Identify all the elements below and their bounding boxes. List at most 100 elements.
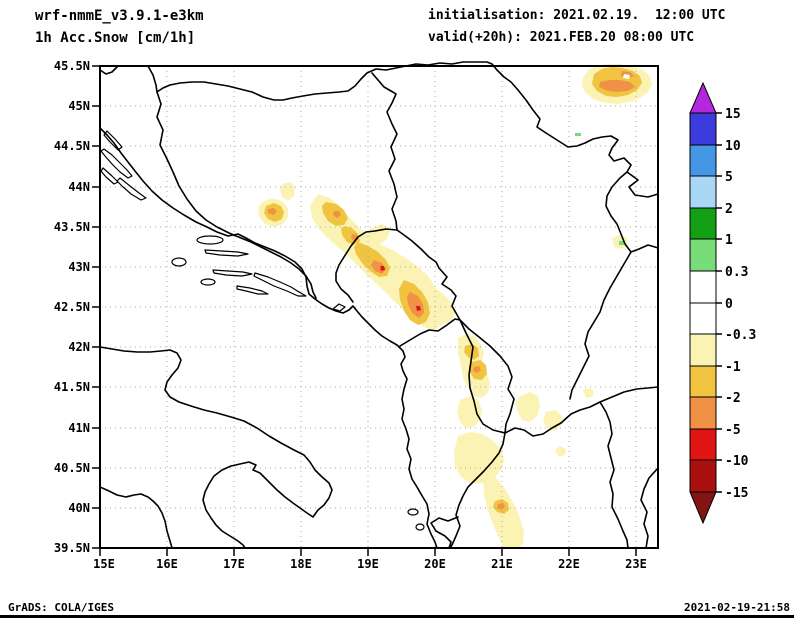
lat-label: 40N: [68, 501, 90, 515]
peninsula-peljesac: [253, 272, 307, 297]
valid-time: valid(+20h): 2021.FEB.20 08:00 UTC: [428, 30, 695, 45]
island-kvarner: [103, 130, 123, 151]
island-pag: [100, 148, 133, 179]
lon-label: 15E: [93, 557, 115, 571]
snow-patch: [555, 446, 566, 457]
border-albania-macedonia: [449, 432, 506, 549]
field-title: 1h Acc.Snow [cm/1h]: [35, 30, 196, 46]
island-sliver: [100, 167, 119, 185]
creation-timestamp: 2021-02-19-21:58: [684, 601, 790, 614]
colorbar-label: 2: [725, 202, 733, 217]
lon-label: 19E: [357, 557, 379, 571]
lon-label: 18E: [290, 557, 312, 571]
snow-patch: [454, 432, 504, 484]
island-mljet: [236, 285, 269, 295]
lat-label: 44.5N: [54, 139, 90, 153]
lon-label: 20E: [424, 557, 446, 571]
colorbar-labels: 15 10 5 2 1 0.3 0 -0.3 -1 -2 -5 -10 -15: [725, 107, 756, 501]
snow-shading-pale: [258, 64, 652, 548]
coastline-italy-west: [99, 486, 173, 549]
border-top-left-corner: [99, 65, 119, 75]
lat-label: 43.5N: [54, 220, 90, 234]
lat-label: 45N: [68, 99, 90, 113]
lon-label: 22E: [558, 557, 580, 571]
lat-label: 43N: [68, 260, 90, 274]
lat-label: 45.5N: [54, 59, 90, 73]
island-korcula: [212, 269, 253, 277]
colorbar-label: 1: [725, 233, 733, 248]
colorbar-arrow-top: [689, 81, 717, 114]
snow-patch: [333, 211, 341, 218]
map-gridlines: [100, 66, 658, 548]
lat-label: 42.5N: [54, 300, 90, 314]
snow-shading-orange: [268, 71, 635, 510]
border-serbia-bulgaria: [605, 171, 659, 253]
model-title: wrf-nmmE_v3.9.1-e3km: [35, 8, 204, 24]
snow-patch: [416, 306, 421, 311]
snow-patch: [583, 388, 594, 398]
border-bosnia-serbia-drina: [371, 72, 398, 231]
colorbar-label: -1: [725, 360, 741, 375]
border-kosovo-west: [459, 319, 506, 434]
lat-label: 41.5N: [54, 380, 90, 394]
colorbar-label: -5: [725, 423, 741, 438]
colorbar-segment: [689, 396, 717, 430]
coastline-adriatic-east: [99, 127, 438, 549]
lagoon-albania-2: [415, 523, 425, 531]
colorbar-label: 5: [725, 170, 733, 185]
axis-ticks: [92, 65, 637, 556]
island-vis: [171, 257, 187, 267]
colorbar-label: 15: [725, 107, 741, 122]
colorbar-ticks: [716, 112, 722, 493]
colorbar-segment: [689, 302, 717, 335]
map-geography: [99, 61, 659, 549]
snow-patch: [268, 208, 277, 215]
island-lastovo: [200, 278, 216, 286]
colorbar-segment: [689, 428, 717, 461]
snow-patch: [619, 241, 624, 245]
border-albania-greece: [430, 516, 459, 549]
lon-label: 21E: [491, 557, 513, 571]
longitude-axis-labels: 15E 16E 17E 18E 19E 20E 21E 22E 23E: [93, 557, 647, 571]
lagoon-albania: [407, 508, 419, 516]
colorbar-label: -10: [725, 454, 749, 469]
lat-label: 40.5N: [54, 461, 90, 475]
colorbar-label: 10: [725, 139, 741, 154]
snow-patch: [280, 182, 295, 201]
border-croatia-bosnia: [156, 91, 317, 299]
lat-label: 41N: [68, 421, 90, 435]
colorbar-label: -0.3: [725, 328, 756, 343]
colorbar-segment: [689, 270, 717, 304]
lat-label: 42N: [68, 340, 90, 354]
colorbar-segment: [689, 207, 717, 240]
colorbar-label: 0.3: [725, 265, 748, 280]
colorbar-segment: [689, 112, 717, 146]
island-dugi-otok: [116, 177, 147, 201]
colorbar-label: -2: [725, 391, 741, 406]
lon-label: 17E: [223, 557, 245, 571]
border-macedonia-east: [599, 401, 629, 549]
snow-patch: [575, 133, 581, 136]
map-frame: [99, 65, 659, 549]
snow-patch: [407, 292, 424, 318]
snow-hole-white: [623, 74, 630, 79]
island-hvar: [204, 249, 249, 257]
border-bosnia-montenegro: [335, 228, 398, 303]
colorbar-segment: [689, 238, 717, 272]
colorbar-segment: [689, 365, 717, 398]
snow-patch: [516, 392, 540, 422]
border-serbia-bulgaria-south: [569, 251, 632, 400]
colorbar-segment: [689, 459, 717, 493]
colorbar-label: 0: [725, 297, 733, 312]
colorbar-label: -15: [725, 486, 748, 501]
lat-label: 39.5N: [54, 541, 90, 555]
snow-patch: [599, 80, 635, 92]
colorbar-segment: [689, 175, 717, 209]
colorbar-arrow-bottom: [689, 491, 717, 525]
colorbar: 15 10 5 2 1 0.3 0 -0.3 -1 -2 -5 -10 -15: [689, 81, 756, 525]
border-macedonia-north: [504, 386, 659, 437]
snow-patch: [473, 366, 481, 373]
bottom-edge-strip: [0, 615, 794, 618]
border-bulgaria-greece-stub: [640, 467, 659, 549]
